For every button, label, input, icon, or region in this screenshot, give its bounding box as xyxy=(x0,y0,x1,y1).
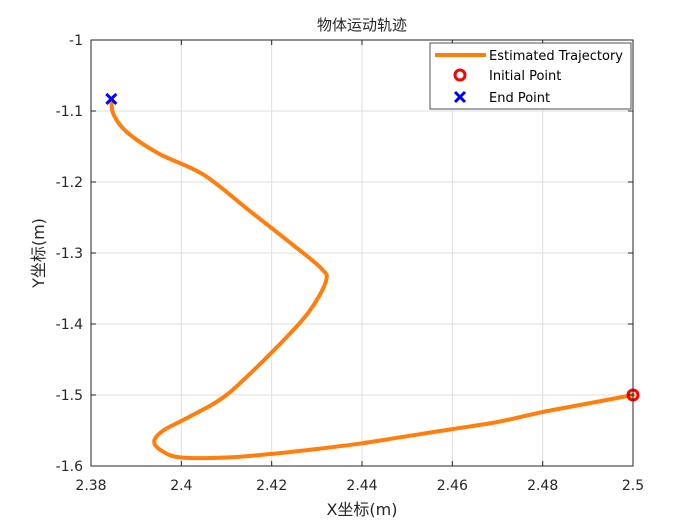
x-tick-label: 2.42 xyxy=(256,478,287,494)
y-tick-label: -1.5 xyxy=(56,388,83,404)
x-tick-label: 2.44 xyxy=(346,478,377,494)
y-tick-label: -1.3 xyxy=(56,246,83,262)
y-tick-label: -1.6 xyxy=(56,459,83,475)
x-tick-label: 2.46 xyxy=(437,478,468,494)
x-tick-label: 2.48 xyxy=(527,478,558,494)
end-point-marker xyxy=(105,92,118,105)
legend-end-point-marker xyxy=(453,90,467,104)
trajectory-line xyxy=(109,96,635,461)
legend-initial-point-marker xyxy=(453,68,467,82)
legend-label-end-point: End Point xyxy=(489,91,550,106)
legend-label-trajectory: Estimated Trajectory xyxy=(489,49,623,64)
x-tick-label: 2.38 xyxy=(75,478,106,494)
y-tick-label: -1.2 xyxy=(56,175,83,191)
x-axis-label: X坐标(m) xyxy=(326,500,397,519)
legend-label-initial-point: Initial Point xyxy=(489,69,561,84)
legend: Estimated Trajectory Initial Point End P… xyxy=(429,42,632,110)
series-layer xyxy=(109,96,635,461)
y-tick-label: -1 xyxy=(69,33,83,49)
y-tick-label: -1.4 xyxy=(56,317,83,333)
y-tick-label: -1.1 xyxy=(56,104,83,120)
chart-title: 物体运动轨迹 xyxy=(317,16,407,34)
x-tick-label: 2.5 xyxy=(622,478,644,494)
y-axis-label: Y坐标(m) xyxy=(29,218,48,289)
x-tick-label: 2.4 xyxy=(170,478,192,494)
axis-ticks: 2.38 2.4 2.42 2.44 2.46 2.48 2.5 -1 -1.1 -1.2 -1.3… xyxy=(56,33,644,494)
